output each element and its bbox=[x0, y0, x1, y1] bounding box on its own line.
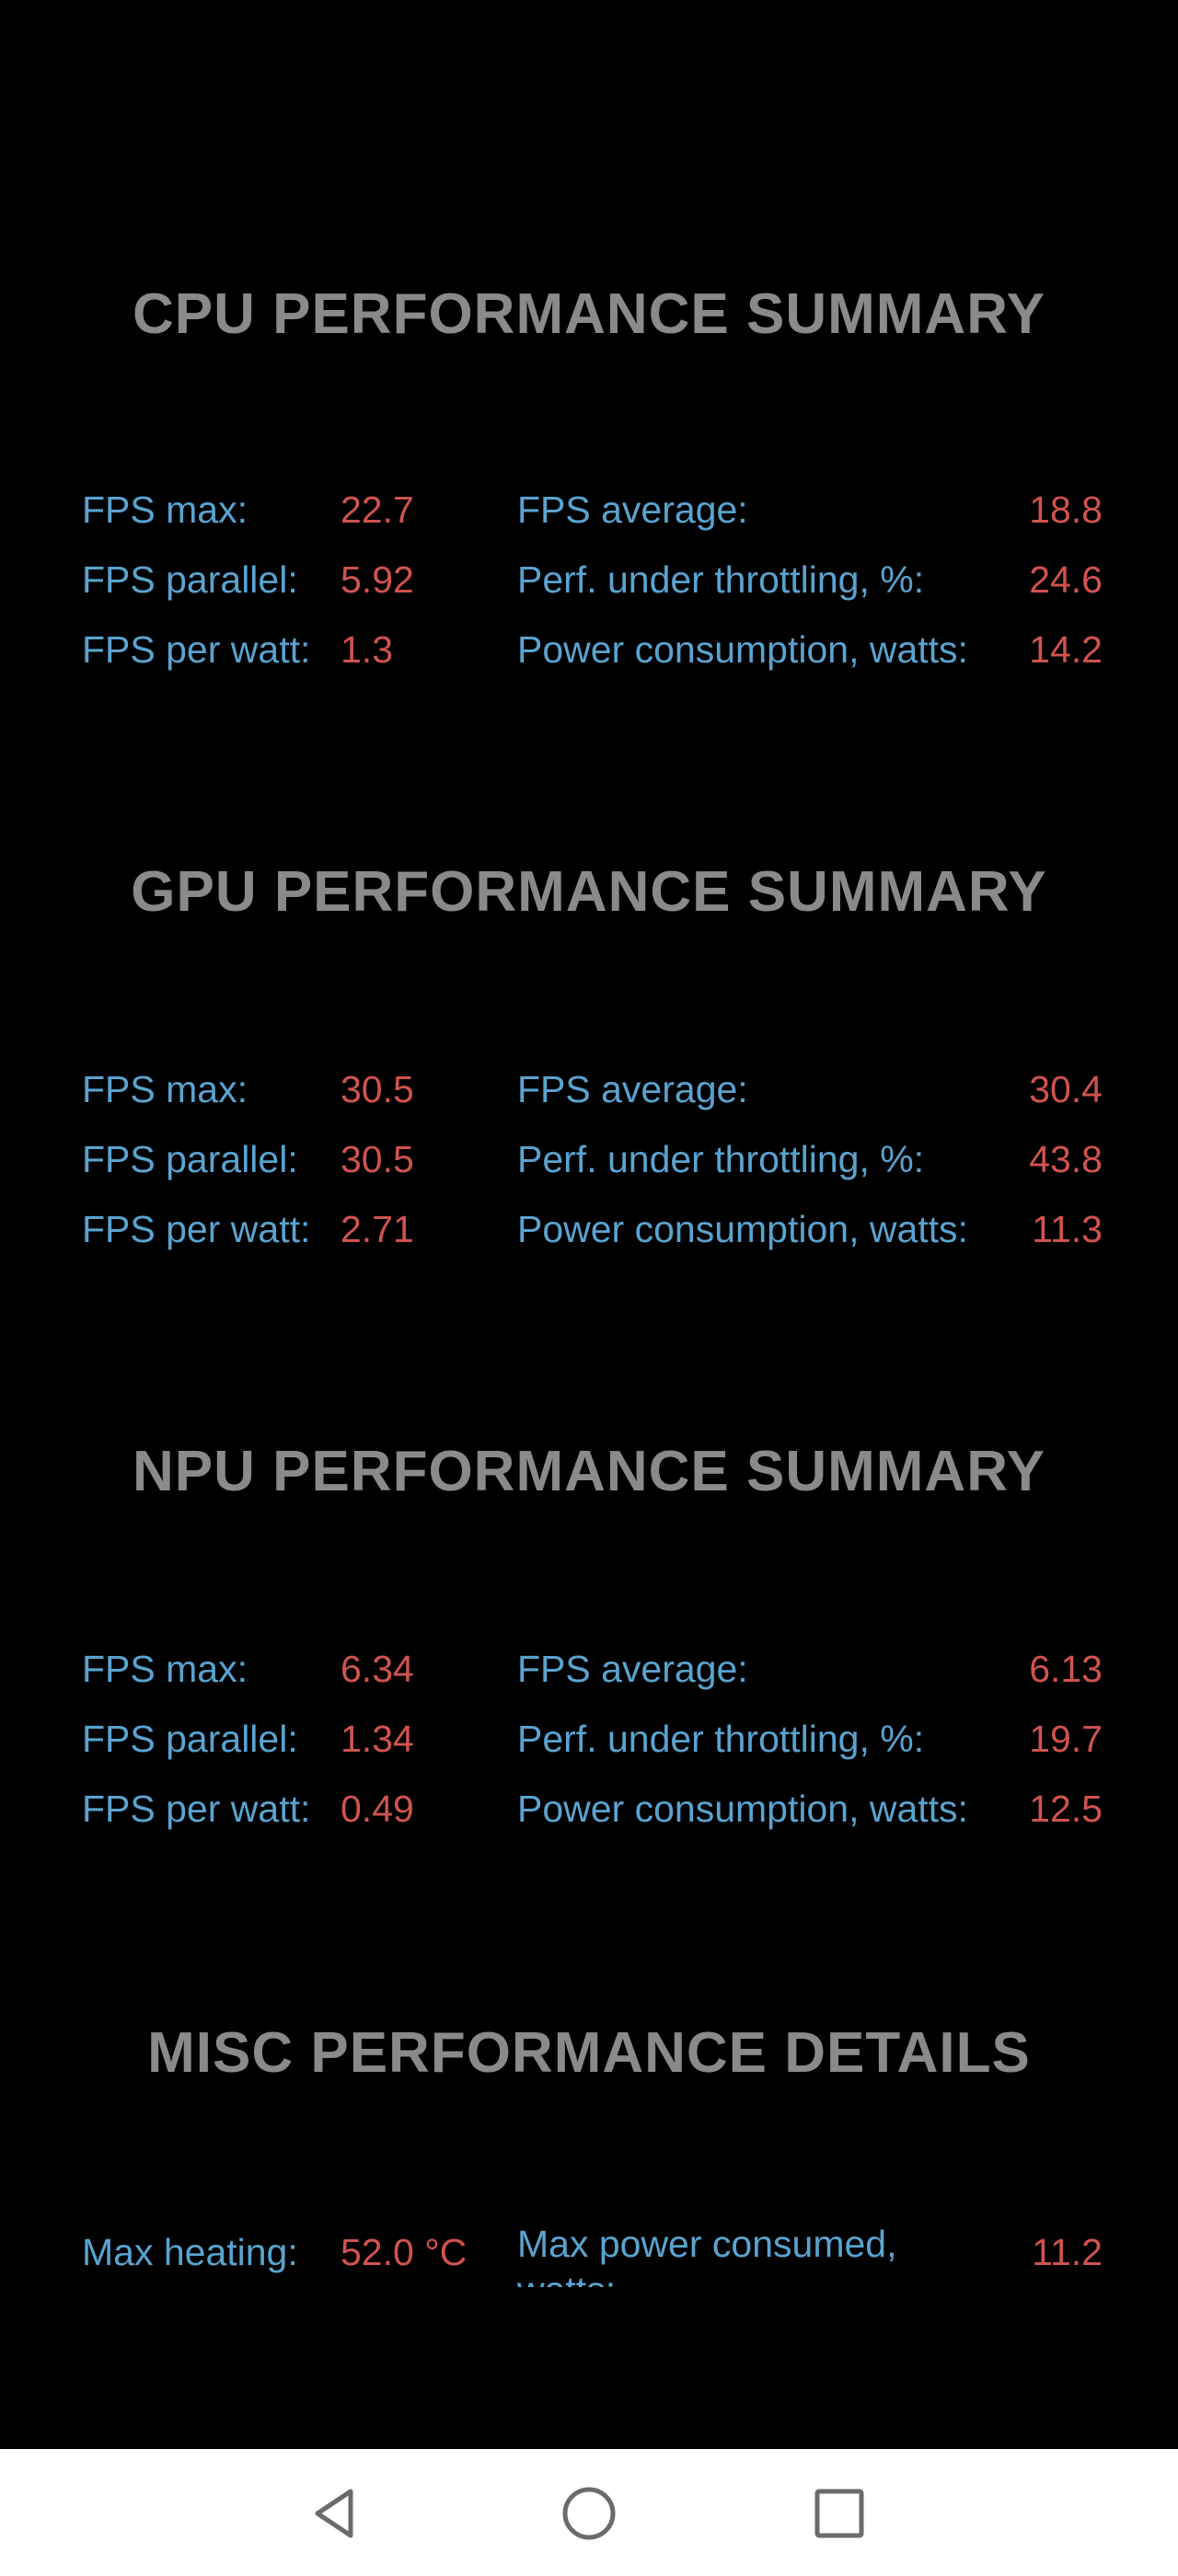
fps-parallel-value: 1.34 bbox=[341, 1718, 414, 1760]
recents-square-icon bbox=[806, 2480, 872, 2547]
fps-per-watt-label: FPS per watt: bbox=[82, 1788, 311, 1830]
cpu-section-title: CPU PERFORMANCE SUMMARY bbox=[132, 282, 1046, 346]
perf-throttling-label: Perf. under throttling, %: bbox=[517, 1138, 925, 1180]
fps-parallel-value: 30.5 bbox=[341, 1138, 414, 1180]
fps-average-label: FPS average: bbox=[517, 489, 748, 531]
cpu-row-fps-per-watt: FPS per watt: 1.3 Power consumption, wat… bbox=[0, 622, 1178, 677]
system-navigation-bar bbox=[0, 2449, 1178, 2576]
fps-average-value: 18.8 bbox=[1029, 489, 1103, 531]
fps-per-watt-value: 0.49 bbox=[341, 1788, 414, 1830]
back-triangle-icon bbox=[305, 2480, 371, 2547]
fps-average-label: FPS average: bbox=[517, 1648, 748, 1690]
fps-per-watt-value: 1.3 bbox=[341, 628, 393, 671]
cpu-row-fps-max: FPS max: 22.7 FPS average: 18.8 bbox=[0, 482, 1178, 537]
max-power-consumed-value: 11.2 bbox=[1032, 2231, 1103, 2273]
fps-per-watt-label: FPS per watt: bbox=[82, 628, 311, 671]
fps-parallel-label: FPS parallel: bbox=[82, 558, 298, 601]
power-consumption-label: Power consumption, watts: bbox=[517, 1208, 968, 1250]
perf-throttling-value: 43.8 bbox=[1029, 1138, 1103, 1180]
perf-throttling-value: 24.6 bbox=[1029, 558, 1103, 601]
fps-max-value: 22.7 bbox=[341, 489, 414, 531]
fps-max-value: 6.34 bbox=[341, 1648, 414, 1690]
fps-per-watt-value: 2.71 bbox=[341, 1208, 414, 1250]
fps-parallel-label: FPS parallel: bbox=[82, 1138, 298, 1180]
max-power-consumed-label: Max power consumed, watts: bbox=[517, 2223, 897, 2287]
npu-row-fps-per-watt: FPS per watt: 0.49 Power consumption, wa… bbox=[0, 1781, 1178, 1836]
home-circle-icon bbox=[556, 2480, 622, 2547]
fps-max-label: FPS max: bbox=[82, 1648, 248, 1690]
max-heating-label: Max heating: bbox=[82, 2231, 298, 2273]
home-button[interactable] bbox=[556, 2480, 622, 2547]
gpu-row-fps-max: FPS max: 30.5 FPS average: 30.4 bbox=[0, 1062, 1178, 1117]
fps-max-label: FPS max: bbox=[82, 489, 248, 531]
gpu-row-fps-parallel: FPS parallel: 30.5 Perf. under throttlin… bbox=[0, 1132, 1178, 1187]
power-consumption-value: 12.5 bbox=[1029, 1788, 1103, 1830]
fps-per-watt-label: FPS per watt: bbox=[82, 1208, 311, 1250]
misc-section-title: MISC PERFORMANCE DETAILS bbox=[147, 2021, 1031, 2085]
fps-max-value: 30.5 bbox=[341, 1068, 414, 1110]
perf-throttling-label: Perf. under throttling, %: bbox=[517, 1718, 925, 1760]
fps-average-value: 6.13 bbox=[1029, 1648, 1103, 1690]
npu-row-fps-parallel: FPS parallel: 1.34 Perf. under throttlin… bbox=[0, 1711, 1178, 1766]
perf-throttling-value: 19.7 bbox=[1029, 1718, 1103, 1760]
gpu-section-title: GPU PERFORMANCE SUMMARY bbox=[131, 860, 1047, 924]
performance-summary-screen: CPU PERFORMANCE SUMMARY FPS max: 22.7 FP… bbox=[0, 282, 1178, 2287]
npu-section-title: NPU PERFORMANCE SUMMARY bbox=[132, 1440, 1046, 1503]
recents-button[interactable] bbox=[806, 2480, 872, 2547]
power-consumption-value: 11.3 bbox=[1032, 1208, 1103, 1250]
power-consumption-label: Power consumption, watts: bbox=[517, 628, 968, 671]
gpu-row-fps-per-watt: FPS per watt: 2.71 Power consumption, wa… bbox=[0, 1202, 1178, 1257]
fps-average-value: 30.4 bbox=[1029, 1068, 1103, 1110]
power-consumption-label: Power consumption, watts: bbox=[517, 1788, 968, 1830]
max-heating-value: 52.0 °C bbox=[341, 2231, 468, 2273]
back-button[interactable] bbox=[305, 2480, 371, 2547]
misc-row: Max heating: 52.0 °C 11.2 bbox=[0, 2225, 1178, 2280]
fps-max-label: FPS max: bbox=[82, 1068, 248, 1110]
cpu-row-fps-parallel: FPS parallel: 5.92 Perf. under throttlin… bbox=[0, 552, 1178, 607]
fps-parallel-label: FPS parallel: bbox=[82, 1718, 298, 1760]
npu-row-fps-max: FPS max: 6.34 FPS average: 6.13 bbox=[0, 1641, 1178, 1696]
perf-throttling-label: Perf. under throttling, %: bbox=[517, 558, 925, 601]
fps-parallel-value: 5.92 bbox=[341, 558, 414, 601]
power-consumption-value: 14.2 bbox=[1029, 628, 1103, 671]
fps-average-label: FPS average: bbox=[517, 1068, 748, 1110]
